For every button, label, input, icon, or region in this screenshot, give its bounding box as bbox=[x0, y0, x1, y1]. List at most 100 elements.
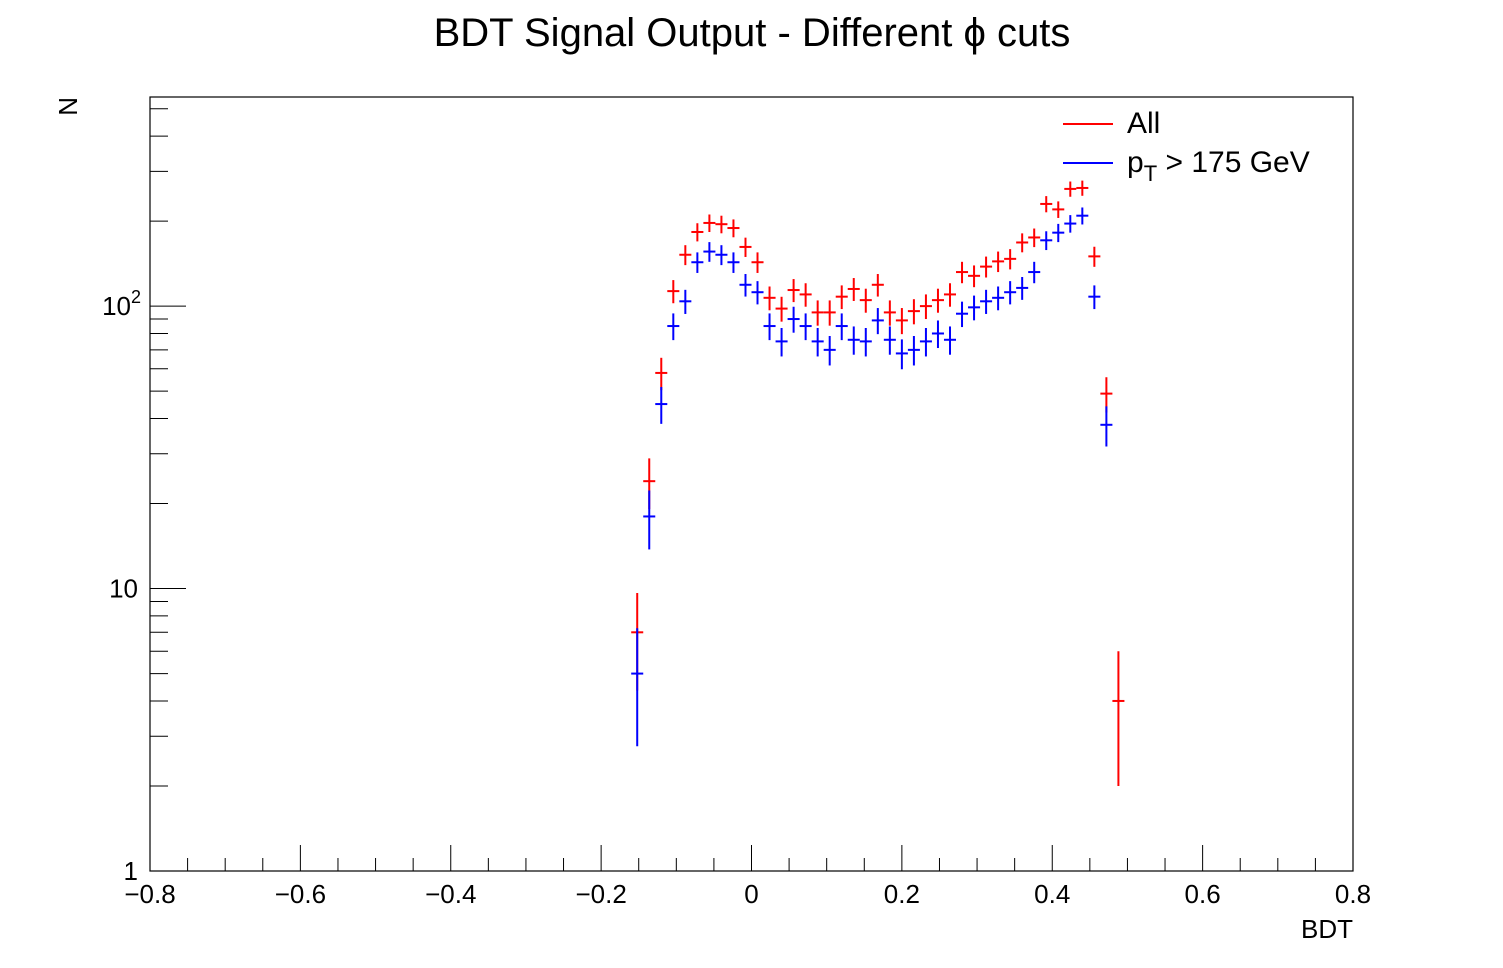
data-point bbox=[895, 308, 908, 335]
data-point bbox=[655, 387, 668, 424]
data-point bbox=[715, 215, 728, 234]
data-point bbox=[883, 300, 896, 326]
legend: All pT > 175 GeV bbox=[1063, 107, 1310, 186]
data-point bbox=[907, 336, 920, 366]
data-point bbox=[667, 313, 680, 341]
data-point bbox=[787, 279, 800, 303]
data-point bbox=[703, 214, 716, 233]
data-point bbox=[679, 289, 692, 314]
x-tick-label: 0.6 bbox=[1185, 879, 1221, 909]
x-axis: −0.8 −0.6 −0.4 −0.2 0 0.2 0.4 0.6 0.8 bbox=[124, 845, 1371, 909]
data-point bbox=[956, 261, 969, 284]
data-point bbox=[727, 252, 740, 273]
data-point bbox=[739, 274, 752, 297]
data-point bbox=[871, 274, 884, 297]
data-point bbox=[799, 283, 812, 307]
data-point bbox=[907, 299, 920, 325]
data-point bbox=[883, 326, 896, 355]
data-point bbox=[1040, 196, 1053, 213]
data-point bbox=[1076, 180, 1089, 196]
x-tick-label: 0.8 bbox=[1335, 879, 1371, 909]
y-axis: 1 10 102 bbox=[102, 108, 186, 886]
data-point bbox=[859, 288, 872, 313]
data-point bbox=[968, 265, 981, 288]
data-point bbox=[691, 223, 704, 242]
data-point bbox=[943, 283, 957, 307]
data-point bbox=[835, 313, 848, 341]
data-point bbox=[1040, 231, 1053, 251]
data-point bbox=[1052, 223, 1065, 243]
data-point bbox=[811, 300, 824, 326]
data-point bbox=[859, 327, 872, 357]
data-point bbox=[691, 252, 704, 273]
data-point bbox=[751, 252, 764, 273]
data-point bbox=[775, 327, 788, 357]
data-point bbox=[1004, 249, 1017, 270]
data-point bbox=[943, 326, 957, 355]
y-tick-label: 102 bbox=[102, 287, 141, 321]
data-point bbox=[655, 357, 668, 391]
x-tick-label: 0.2 bbox=[884, 879, 920, 909]
data-point bbox=[1016, 277, 1029, 300]
data-point bbox=[919, 294, 932, 320]
y-axis-label: N bbox=[53, 97, 83, 116]
data-point bbox=[1052, 201, 1065, 218]
data-point bbox=[763, 313, 776, 341]
data-point bbox=[799, 313, 812, 341]
data-point bbox=[739, 237, 752, 257]
data-point bbox=[811, 327, 824, 357]
data-point bbox=[895, 339, 908, 370]
series-pt-cut bbox=[631, 207, 1113, 747]
data-point bbox=[980, 289, 993, 314]
data-point bbox=[763, 286, 776, 311]
data-point bbox=[871, 308, 884, 335]
phi-symbol: ϕ bbox=[964, 11, 986, 55]
data-point bbox=[931, 320, 944, 349]
data-point bbox=[751, 281, 764, 305]
data-point bbox=[631, 628, 644, 747]
legend-label-pt: pT > 175 GeV bbox=[1127, 146, 1310, 186]
data-series bbox=[631, 180, 1125, 786]
data-point bbox=[823, 336, 836, 366]
data-point bbox=[992, 251, 1005, 273]
series-all bbox=[631, 180, 1125, 786]
data-point bbox=[992, 286, 1005, 311]
x-tick-label: −0.4 bbox=[425, 879, 476, 909]
data-point bbox=[775, 296, 788, 322]
data-point bbox=[1064, 181, 1077, 197]
data-point bbox=[727, 219, 740, 238]
data-point bbox=[835, 285, 848, 310]
data-point bbox=[1112, 651, 1125, 786]
data-point bbox=[1028, 261, 1041, 284]
x-tick-label: −0.2 bbox=[575, 879, 626, 909]
x-tick-label: 0.4 bbox=[1034, 879, 1070, 909]
data-point bbox=[847, 278, 860, 301]
x-tick-label: 0 bbox=[744, 879, 758, 909]
data-point bbox=[787, 306, 800, 333]
data-point bbox=[1004, 281, 1017, 305]
data-point bbox=[847, 326, 860, 355]
data-point bbox=[956, 301, 969, 328]
x-tick-label: −0.6 bbox=[275, 879, 326, 909]
data-point bbox=[715, 245, 728, 266]
plot-frame bbox=[149, 96, 1354, 872]
x-axis-label: BDT bbox=[1301, 914, 1353, 944]
x-tick-label: −0.8 bbox=[124, 879, 175, 909]
data-point bbox=[679, 245, 692, 266]
data-point bbox=[1088, 285, 1101, 310]
data-point bbox=[1016, 233, 1029, 253]
data-point bbox=[1100, 406, 1113, 447]
y-tick-label: 10 bbox=[109, 574, 138, 604]
data-point bbox=[968, 295, 981, 321]
y-tick-label: 1 bbox=[124, 856, 138, 886]
data-point bbox=[919, 327, 932, 357]
data-point bbox=[703, 242, 716, 262]
data-point bbox=[980, 256, 993, 278]
data-point bbox=[1064, 215, 1077, 233]
data-point bbox=[931, 288, 944, 313]
data-point bbox=[643, 490, 656, 550]
data-point bbox=[1028, 228, 1041, 248]
chart-title: BDT Signal Output - Different ϕ cuts bbox=[434, 11, 1071, 55]
